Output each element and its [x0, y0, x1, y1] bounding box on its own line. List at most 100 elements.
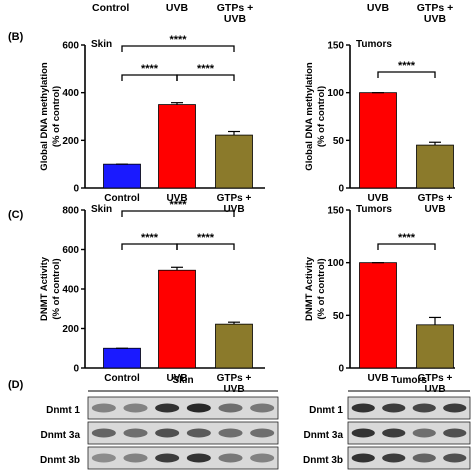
y-axis-label-line: (% of control) — [316, 258, 327, 319]
significance-bracket — [121, 45, 235, 52]
x-tick-label: UVB — [367, 193, 388, 204]
significance-bracket — [121, 74, 178, 81]
significance-label: **** — [398, 60, 416, 72]
blot-strip — [87, 421, 279, 445]
blot-strip — [347, 421, 471, 445]
blot-band — [351, 428, 375, 438]
panel-letter-c: (C) — [8, 209, 24, 221]
panel-letter-b: (B) — [8, 31, 24, 43]
blot-band — [186, 428, 211, 438]
blot-band — [155, 403, 180, 413]
blot-band — [382, 403, 406, 413]
blot-strip — [87, 446, 279, 470]
bar-uvb — [359, 92, 397, 189]
blot-band — [351, 453, 375, 463]
x-tick-label: GTPs + — [418, 193, 453, 204]
blot-band — [412, 403, 436, 413]
bar-gtps-uvb — [416, 144, 454, 189]
significance-bracket — [377, 71, 436, 78]
y-axis-label-line: Global DNA methylation — [39, 62, 50, 171]
significance-label: **** — [169, 34, 187, 46]
bar-gtps-uvb — [215, 134, 253, 189]
blot-band — [250, 453, 275, 463]
blot-strip — [87, 396, 279, 420]
y-tick-label: 800 — [62, 206, 79, 217]
blot-row-label: Dnmt 3a — [41, 430, 81, 441]
blot-strip — [347, 446, 471, 470]
significance-bracket — [176, 243, 235, 250]
bar-uvb — [158, 269, 196, 369]
y-tick-label: 0 — [338, 364, 344, 375]
header-label-right-gtps: GTPs + — [417, 2, 453, 14]
blot-band — [250, 428, 275, 438]
x-tick-label: UVB — [424, 204, 445, 215]
x-tick-label: UVB — [223, 384, 244, 395]
y-axis-label-line: (% of control) — [51, 86, 62, 147]
header-label-gtps-uvb: UVB — [224, 13, 247, 25]
blot-row-label: Dnmt 3a — [304, 430, 344, 441]
x-tick-label: UVB — [166, 193, 187, 204]
y-axis-label-line: Global DNA methylation — [304, 62, 315, 171]
blot-band — [250, 403, 275, 413]
blot-band — [91, 403, 116, 413]
y-tick-label: 50 — [333, 136, 345, 147]
blot-skin: Skin Dnmt 1 Dnmt 3a Dnmt 3b — [40, 375, 279, 470]
blot-band — [123, 403, 148, 413]
y-tick-label: 0 — [73, 184, 79, 195]
x-tick-label: Control — [104, 373, 140, 384]
top-label-strip: Control UVB GTPs + UVB UVB GTPs + UVB — [92, 2, 453, 25]
y-tick-label: 400 — [62, 88, 79, 99]
y-tick-label: 100 — [327, 258, 344, 269]
blot-band — [186, 453, 211, 463]
blot-row-label: Dnmt 3b — [40, 455, 80, 466]
significance-bracket — [377, 243, 436, 250]
bar-control — [103, 347, 141, 369]
chart-panel-title: Tumors — [356, 204, 392, 215]
x-tick-label: UVB — [166, 373, 187, 384]
x-tick-label: GTPs + — [418, 373, 453, 384]
y-tick-label: 600 — [62, 245, 79, 256]
blot-row-label: Dnmt 3b — [303, 455, 343, 466]
blot-tumors: Tumors Dnmt 1 Dnmt 3a Dnmt 3b — [303, 375, 471, 470]
bar-gtps-uvb — [416, 324, 454, 369]
y-axis-label: Global DNA methylation(% of control) — [39, 62, 62, 171]
bar-gtps-uvb — [215, 323, 253, 369]
y-axis-label-line: (% of control) — [316, 86, 327, 147]
x-tick-label: GTPs + — [217, 373, 252, 384]
significance-label: **** — [169, 199, 187, 211]
y-tick-label: 0 — [73, 364, 79, 375]
blot-band — [218, 403, 243, 413]
blot-band — [412, 453, 436, 463]
x-tick-label: GTPs + — [217, 193, 252, 204]
bar-uvb — [359, 262, 397, 369]
x-tick-label: UVB — [424, 384, 445, 395]
blot-band — [443, 403, 467, 413]
chart-panel-title: Skin — [91, 204, 112, 215]
header-label-control: Control — [92, 2, 129, 14]
chart-c-skin: 0 200 400 600 800 DNMT Activity(% of control)… — [39, 199, 265, 395]
header-label-right-uvb: UVB — [367, 2, 390, 14]
y-axis-label: DNMT Activity(% of control) — [39, 256, 62, 321]
western-blot: Skin Dnmt 1 Dnmt 3a Dnmt 3b Tumors Dnmt 1 Dnmt… — [40, 375, 471, 470]
y-tick-label: 50 — [333, 311, 345, 322]
header-label-gtps: GTPs + — [217, 2, 253, 14]
y-tick-label: 150 — [327, 41, 344, 52]
blot-band — [155, 428, 180, 438]
y-tick-label: 150 — [327, 206, 344, 217]
y-tick-label: 200 — [62, 324, 79, 335]
y-tick-label: 400 — [62, 285, 79, 296]
significance-label: **** — [197, 232, 215, 244]
blot-band — [443, 453, 467, 463]
y-axis-label-line: (% of control) — [51, 258, 62, 319]
blot-band — [351, 403, 375, 413]
x-tick-label: Control — [104, 193, 140, 204]
blot-row-label: Dnmt 1 — [309, 405, 343, 416]
blot-title: Skin — [172, 375, 193, 386]
blot-band — [123, 453, 148, 463]
significance-bracket — [176, 74, 235, 81]
blot-band — [382, 453, 406, 463]
bar-control — [103, 163, 141, 189]
